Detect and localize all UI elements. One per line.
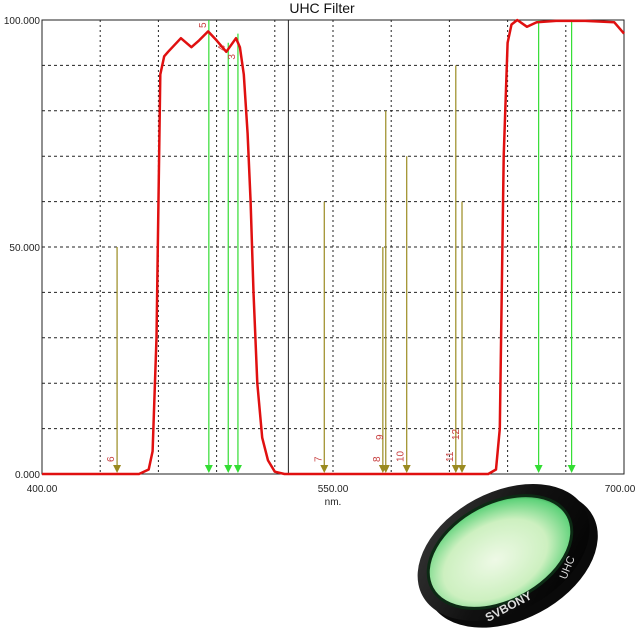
x-axis-label: nm. <box>325 497 342 508</box>
marker-arrow <box>451 465 460 473</box>
filter-glass <box>426 494 574 610</box>
marker-label: 12 <box>451 428 462 440</box>
marker-label: 5 <box>198 22 209 28</box>
x-tick-label-550: 550.00 <box>318 484 349 495</box>
marker-label: 8 <box>372 456 383 462</box>
marker-arrow <box>233 465 242 473</box>
marker-arrow <box>320 465 329 473</box>
y-tick-label-50: 50.000 <box>9 243 40 254</box>
marker-label: 7 <box>313 456 324 462</box>
marker-arrow <box>458 465 467 473</box>
marker-arrow <box>113 465 122 473</box>
marker-arrow <box>224 465 233 473</box>
marker-arrow <box>381 465 390 473</box>
chart-title: UHC Filter <box>289 0 355 16</box>
grid <box>42 20 624 474</box>
marker-arrow <box>567 465 576 473</box>
marker-label: 9 <box>375 434 386 440</box>
y-tick-label-100: 100.000 <box>4 16 41 27</box>
marker-label: 11 <box>445 451 456 462</box>
marker-label: 6 <box>106 456 117 462</box>
x-tick-label-400: 400.00 <box>27 484 58 495</box>
series-line <box>42 18 625 476</box>
filter-photo: SVBONY UHC <box>417 483 598 628</box>
marker-label: 10 <box>396 450 407 462</box>
axis-ticks: 100.000 50.000 0.000 400.00 550.00 700.0… <box>4 16 636 508</box>
y-tick-label-0: 0.000 <box>15 470 40 481</box>
marker-arrow <box>534 465 543 473</box>
marker-label: 3 <box>227 54 238 60</box>
marker-arrow <box>402 465 411 473</box>
x-tick-label-700: 700.00 <box>605 484 636 495</box>
marker-arrow <box>204 465 213 473</box>
